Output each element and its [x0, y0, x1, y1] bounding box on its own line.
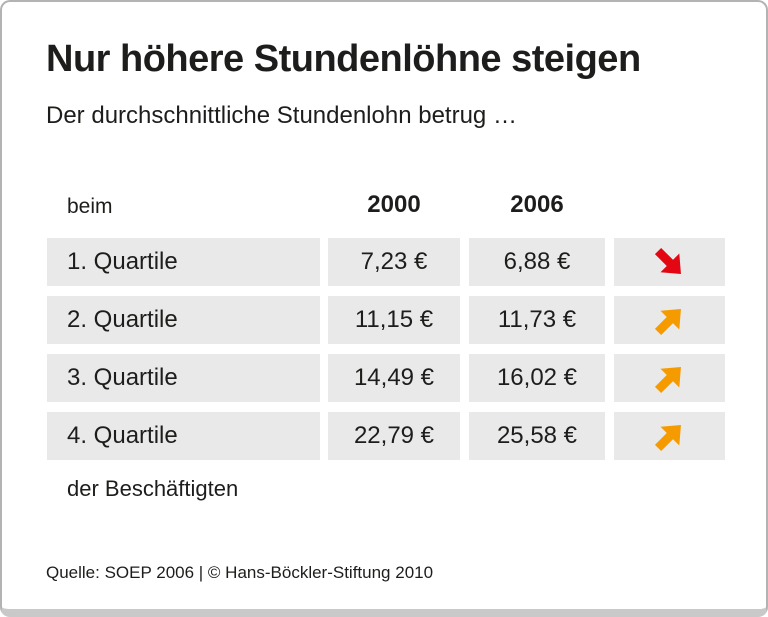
- trend-up-arrow-icon: [614, 354, 725, 402]
- table-row: 4. Quartile 22,79 € 25,58 €: [47, 412, 725, 460]
- row-label-column-header: beim: [67, 195, 113, 218]
- table-row: 1. Quartile 7,23 € 6,88 €: [47, 238, 725, 286]
- row-label: 3. Quartile: [47, 354, 320, 402]
- page-subtitle: Der durchschnittliche Stundenlohn betrug…: [46, 102, 517, 129]
- table-footnote: der Beschäftigten: [67, 476, 239, 501]
- row-label: 1. Quartile: [47, 238, 320, 286]
- page-title: Nur höhere Stundenlöhne steigen: [46, 38, 641, 80]
- value-2000: 14,49 €: [328, 354, 460, 402]
- table-row: 3. Quartile 14,49 € 16,02 €: [47, 354, 725, 402]
- table-row: 2. Quartile 11,15 € 11,73 €: [47, 296, 725, 344]
- value-2006: 25,58 €: [469, 412, 605, 460]
- value-2006: 16,02 €: [469, 354, 605, 402]
- table-header-row: beim 2000 2006: [47, 187, 725, 219]
- value-2006: 6,88 €: [469, 238, 605, 286]
- column-header-2000: 2000: [367, 191, 421, 218]
- value-2000: 11,15 €: [328, 296, 460, 344]
- trend-up-arrow-icon: [614, 296, 725, 344]
- value-2006: 11,73 €: [469, 296, 605, 344]
- column-header-2006: 2006: [510, 191, 564, 218]
- source-credit: Quelle: SOEP 2006 | © Hans-Böckler-Stift…: [46, 563, 434, 582]
- row-label: 4. Quartile: [47, 412, 320, 460]
- value-2000: 22,79 €: [328, 412, 460, 460]
- trend-up-arrow-icon: [614, 412, 725, 460]
- row-label: 2. Quartile: [47, 296, 320, 344]
- value-2000: 7,23 €: [328, 238, 460, 286]
- trend-down-arrow-icon: [614, 238, 725, 286]
